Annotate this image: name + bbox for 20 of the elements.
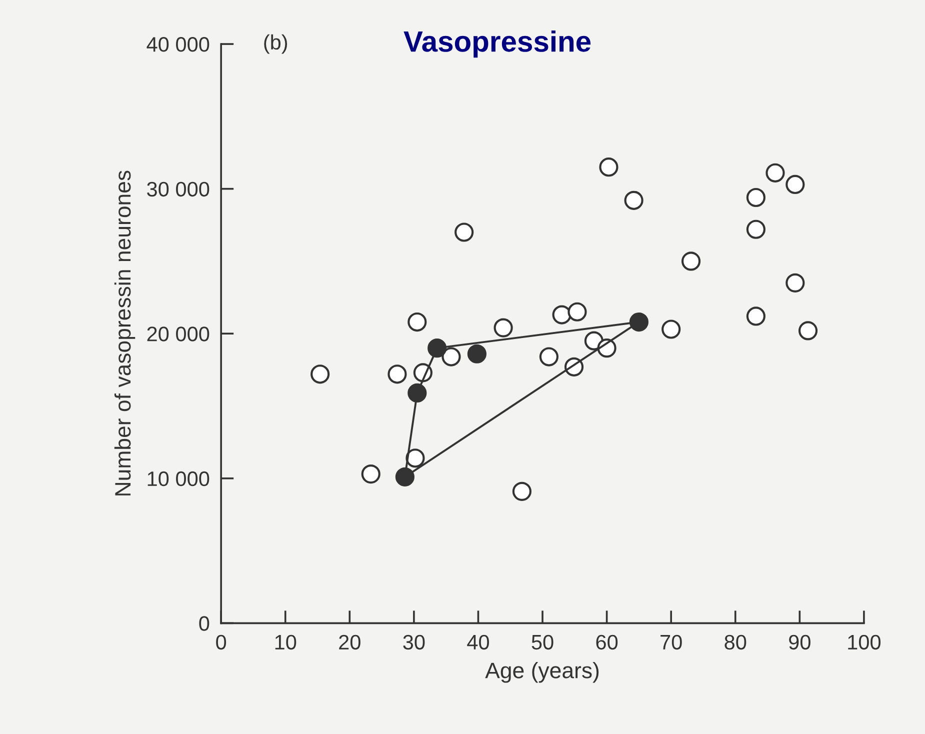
x-tick-label: 10 xyxy=(275,634,296,650)
x-tick-label: 20 xyxy=(339,634,360,650)
x-tick-label: 100 xyxy=(848,634,881,650)
y-tick-label: 0 xyxy=(199,616,210,631)
x-tick-label: 50 xyxy=(532,634,554,650)
chart-title: Vasopressine xyxy=(404,30,591,58)
y-tick-label: 40 000 xyxy=(146,37,210,52)
x-tick-label: 40 xyxy=(467,634,489,650)
y-axis-title: Number of vasopressin neurones xyxy=(114,170,136,496)
x-tick-label: 30 xyxy=(403,634,425,650)
x-tick-label: 70 xyxy=(660,634,682,650)
x-tick-label: 90 xyxy=(789,634,810,650)
x-tick-label: 80 xyxy=(724,634,746,650)
annotation: (b) xyxy=(264,34,288,54)
y-tick-label: 20 000 xyxy=(147,326,210,342)
y-tick-label: 30 000 xyxy=(147,182,210,197)
y-tick-label: 10 000 xyxy=(148,471,210,486)
x-axis-title: Age (years) xyxy=(485,662,599,683)
x-tick-label: 60 xyxy=(596,634,618,650)
x-tick-label: 0 xyxy=(216,634,226,650)
